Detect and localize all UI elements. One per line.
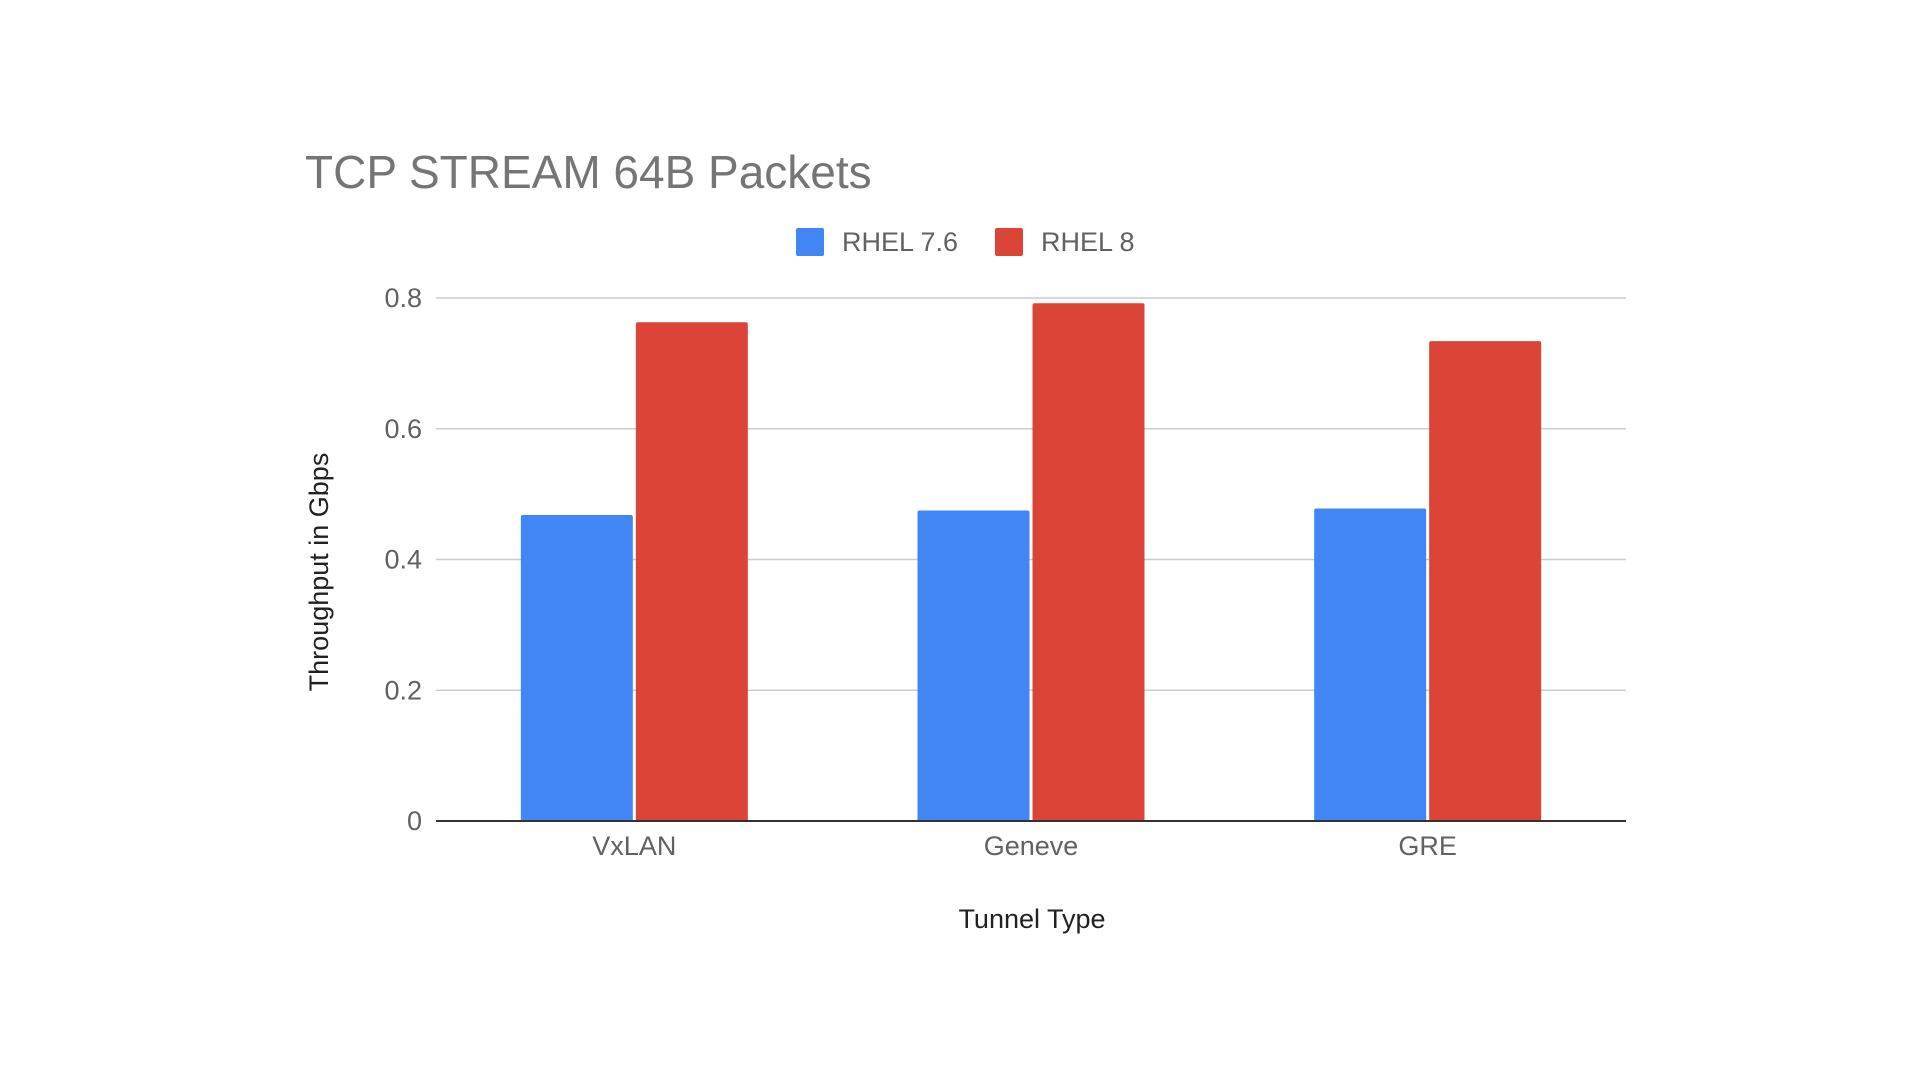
y-tick-label: 0.4	[384, 545, 422, 575]
y-tick-label: 0.2	[384, 675, 422, 705]
chart-title: TCP STREAM 64B Packets	[305, 146, 872, 198]
bar-geneve-rhel-7-6	[917, 510, 1030, 821]
legend-label-rhel-8: RHEL 8	[1041, 227, 1135, 257]
legend-label-rhel-7-6: RHEL 7.6	[842, 227, 958, 257]
bar-gre-rhel-8	[1429, 341, 1542, 821]
x-tick-label: VxLAN	[592, 831, 676, 861]
bar-vxlan-rhel-8	[635, 322, 748, 821]
x-tick-label: Geneve	[984, 831, 1079, 861]
y-axis-ticks: 0 0.2 0.4 0.6 0.8	[384, 283, 422, 836]
x-axis-ticks: VxLAN Geneve GRE	[592, 831, 1457, 861]
gridlines	[436, 297, 1626, 691]
y-tick-label: 0	[407, 806, 422, 836]
y-tick-label: 0.6	[384, 414, 422, 444]
bar-geneve-rhel-8	[1032, 303, 1145, 822]
legend-swatch-rhel-8	[995, 228, 1023, 256]
legend: RHEL 7.6 RHEL 8	[796, 227, 1135, 257]
bar-gre-rhel-7-6	[1314, 508, 1427, 821]
y-tick-label: 0.8	[384, 283, 422, 313]
y-axis-title: Throughput in Gbps	[304, 453, 334, 692]
bar-vxlan-rhel-7-6	[520, 515, 633, 821]
bars	[520, 303, 1542, 822]
x-axis-title: Tunnel Type	[958, 904, 1105, 934]
legend-swatch-rhel-7-6	[796, 228, 824, 256]
x-tick-label: GRE	[1398, 831, 1457, 861]
